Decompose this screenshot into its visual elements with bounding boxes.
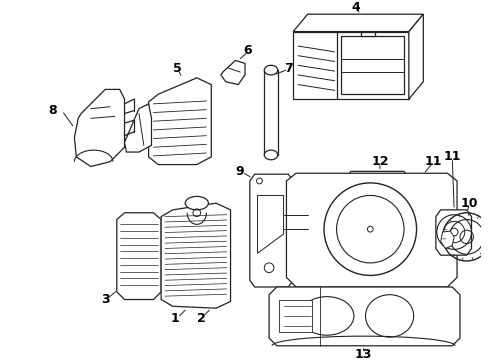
Ellipse shape bbox=[185, 197, 208, 210]
Polygon shape bbox=[269, 287, 460, 346]
Text: 8: 8 bbox=[48, 104, 56, 117]
Polygon shape bbox=[436, 210, 471, 255]
Polygon shape bbox=[148, 78, 211, 165]
Text: 3: 3 bbox=[101, 293, 110, 306]
Polygon shape bbox=[117, 213, 161, 300]
Text: 12: 12 bbox=[371, 155, 389, 168]
Polygon shape bbox=[293, 32, 409, 99]
Polygon shape bbox=[346, 171, 409, 190]
Text: 13: 13 bbox=[355, 348, 372, 360]
Ellipse shape bbox=[264, 150, 278, 160]
Text: 9: 9 bbox=[236, 165, 245, 178]
Polygon shape bbox=[409, 14, 423, 99]
Text: 11: 11 bbox=[424, 155, 441, 168]
Polygon shape bbox=[361, 32, 375, 36]
Polygon shape bbox=[279, 300, 313, 332]
Polygon shape bbox=[258, 195, 284, 253]
Ellipse shape bbox=[264, 65, 278, 75]
Polygon shape bbox=[250, 174, 293, 287]
Text: 4: 4 bbox=[351, 1, 360, 14]
Polygon shape bbox=[441, 231, 454, 248]
Polygon shape bbox=[221, 60, 245, 85]
Text: 5: 5 bbox=[173, 62, 182, 75]
Polygon shape bbox=[124, 104, 151, 152]
Text: 7: 7 bbox=[284, 62, 293, 75]
Polygon shape bbox=[161, 203, 230, 308]
Bar bbox=[342, 36, 404, 94]
Text: 10: 10 bbox=[461, 197, 478, 210]
Bar bbox=[264, 70, 278, 155]
Polygon shape bbox=[287, 173, 457, 287]
Text: 1: 1 bbox=[170, 312, 179, 325]
Polygon shape bbox=[74, 89, 124, 167]
Text: 6: 6 bbox=[244, 44, 252, 57]
Text: 2: 2 bbox=[197, 312, 206, 325]
Text: 11: 11 bbox=[443, 150, 461, 163]
Polygon shape bbox=[293, 14, 423, 32]
